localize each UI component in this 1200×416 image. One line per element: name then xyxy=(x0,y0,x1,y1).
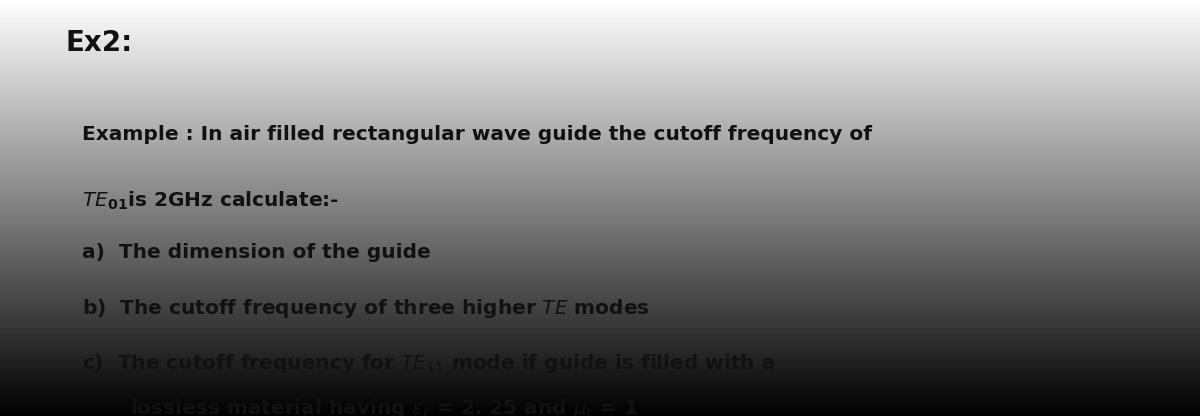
Text: a)  The dimension of the guide: a) The dimension of the guide xyxy=(82,243,431,262)
Text: $\mathbf{\mathit{TE}}$$\mathbf{_{01}}$is 2GHz calculate:-: $\mathbf{\mathit{TE}}$$\mathbf{_{01}}$is… xyxy=(82,189,338,212)
Text: lossless material having $\epsilon_r$ = 2. 25 and $\mu_r$ = 1: lossless material having $\epsilon_r$ = … xyxy=(130,397,637,416)
Text: c)  The cutoff frequency for $\mathit{TE}_{11}$ mode if guide is filled with a: c) The cutoff frequency for $\mathit{TE}… xyxy=(82,352,775,374)
Text: Example : In air filled rectangular wave guide the cutoff frequency of: Example : In air filled rectangular wave… xyxy=(82,125,871,144)
Text: b)  The cutoff frequency of three higher $\mathit{TE}$ modes: b) The cutoff frequency of three higher … xyxy=(82,297,649,320)
Text: Ex2:: Ex2: xyxy=(66,29,133,57)
